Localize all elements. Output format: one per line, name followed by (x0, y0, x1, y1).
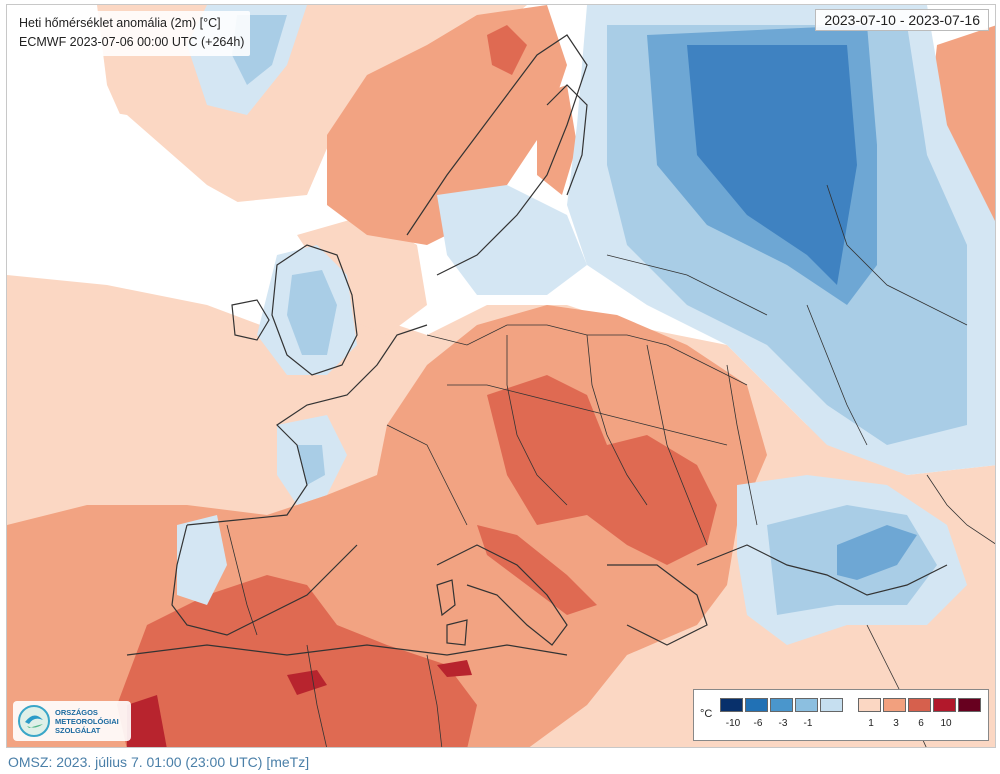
anomaly-map: Heti hőmérséklet anomália (2m) [°C] ECMW… (6, 4, 996, 748)
legend-label: 1 (868, 718, 874, 729)
cold-mid-region-bay-biscay (297, 445, 325, 485)
neutral-band-atlantic (7, 95, 337, 335)
omsz-logo: ORSZÁGOS METEOROLÓGIAI SZOLGÁLAT (13, 701, 131, 741)
legend-label: 3 (893, 718, 899, 729)
legend-swatch (795, 698, 818, 712)
warm-strong-region-norway (487, 25, 527, 75)
legend-label: -6 (753, 718, 763, 729)
logo-line-3: SZOLGÁLAT (55, 725, 101, 735)
warm-max-region-sahara (287, 670, 327, 695)
coastlines (126, 34, 948, 656)
legend-label: -3 (778, 718, 788, 729)
legend-label: -10 (725, 718, 741, 729)
cold-strong-region-blacksea (837, 525, 917, 580)
legend-swatch (958, 698, 981, 712)
legend-swatch (858, 698, 881, 712)
logo-line-2: METEOROLÓGIAI (55, 716, 119, 726)
legend-unit: °C (700, 708, 713, 720)
legend-swatch (908, 698, 931, 712)
legend-swatch (745, 698, 768, 712)
legend-label: -1 (803, 718, 813, 729)
legend-label: 10 (940, 718, 952, 729)
warm-mid-region-finland-gulf (537, 85, 577, 195)
country-borders (226, 184, 995, 747)
warm-max-region-algeria (437, 660, 472, 677)
cold-mid-region-uk (287, 270, 337, 355)
warm-light-region-northsea (297, 215, 427, 335)
cold-light-region-baltic (437, 185, 587, 295)
legend-swatch (933, 698, 956, 712)
map-title: Heti hőmérséklet anomália (2m) [°C] (19, 16, 221, 30)
legend-swatch (770, 698, 793, 712)
logo-line-1: ORSZÁGOS (55, 707, 98, 717)
map-title-box: Heti hőmérséklet anomália (2m) [°C] ECMW… (13, 11, 251, 56)
legend-label: 6 (918, 718, 924, 729)
legend-swatch (720, 698, 743, 712)
legend-swatch (820, 698, 843, 712)
warm-strong-region-iberia-africa (117, 575, 477, 747)
map-canvas (7, 5, 995, 747)
date-range-label: 2023-07-10 - 2023-07-16 (815, 9, 989, 31)
warm-strong-region-italy (477, 525, 597, 615)
model-run-label: ECMWF 2023-07-06 00:00 UTC (+264h) (19, 35, 245, 49)
omsz-logo-text: ORSZÁGOS METEOROLÓGIAI SZOLGÁLAT (55, 708, 119, 735)
omsz-logo-icon (18, 705, 50, 737)
warm-max-region-africa (127, 695, 167, 747)
color-legend: °C -10 -6 -3 -1 1 3 6 10 (693, 689, 989, 741)
cold-max-region-russia (687, 45, 857, 285)
footer-caption: OMSZ: 2023. július 7. 01:00 (23:00 UTC) … (8, 754, 310, 770)
cold-light-region-iberia (177, 515, 227, 605)
legend-swatch (883, 698, 906, 712)
warm-strong-region-central (487, 375, 717, 565)
